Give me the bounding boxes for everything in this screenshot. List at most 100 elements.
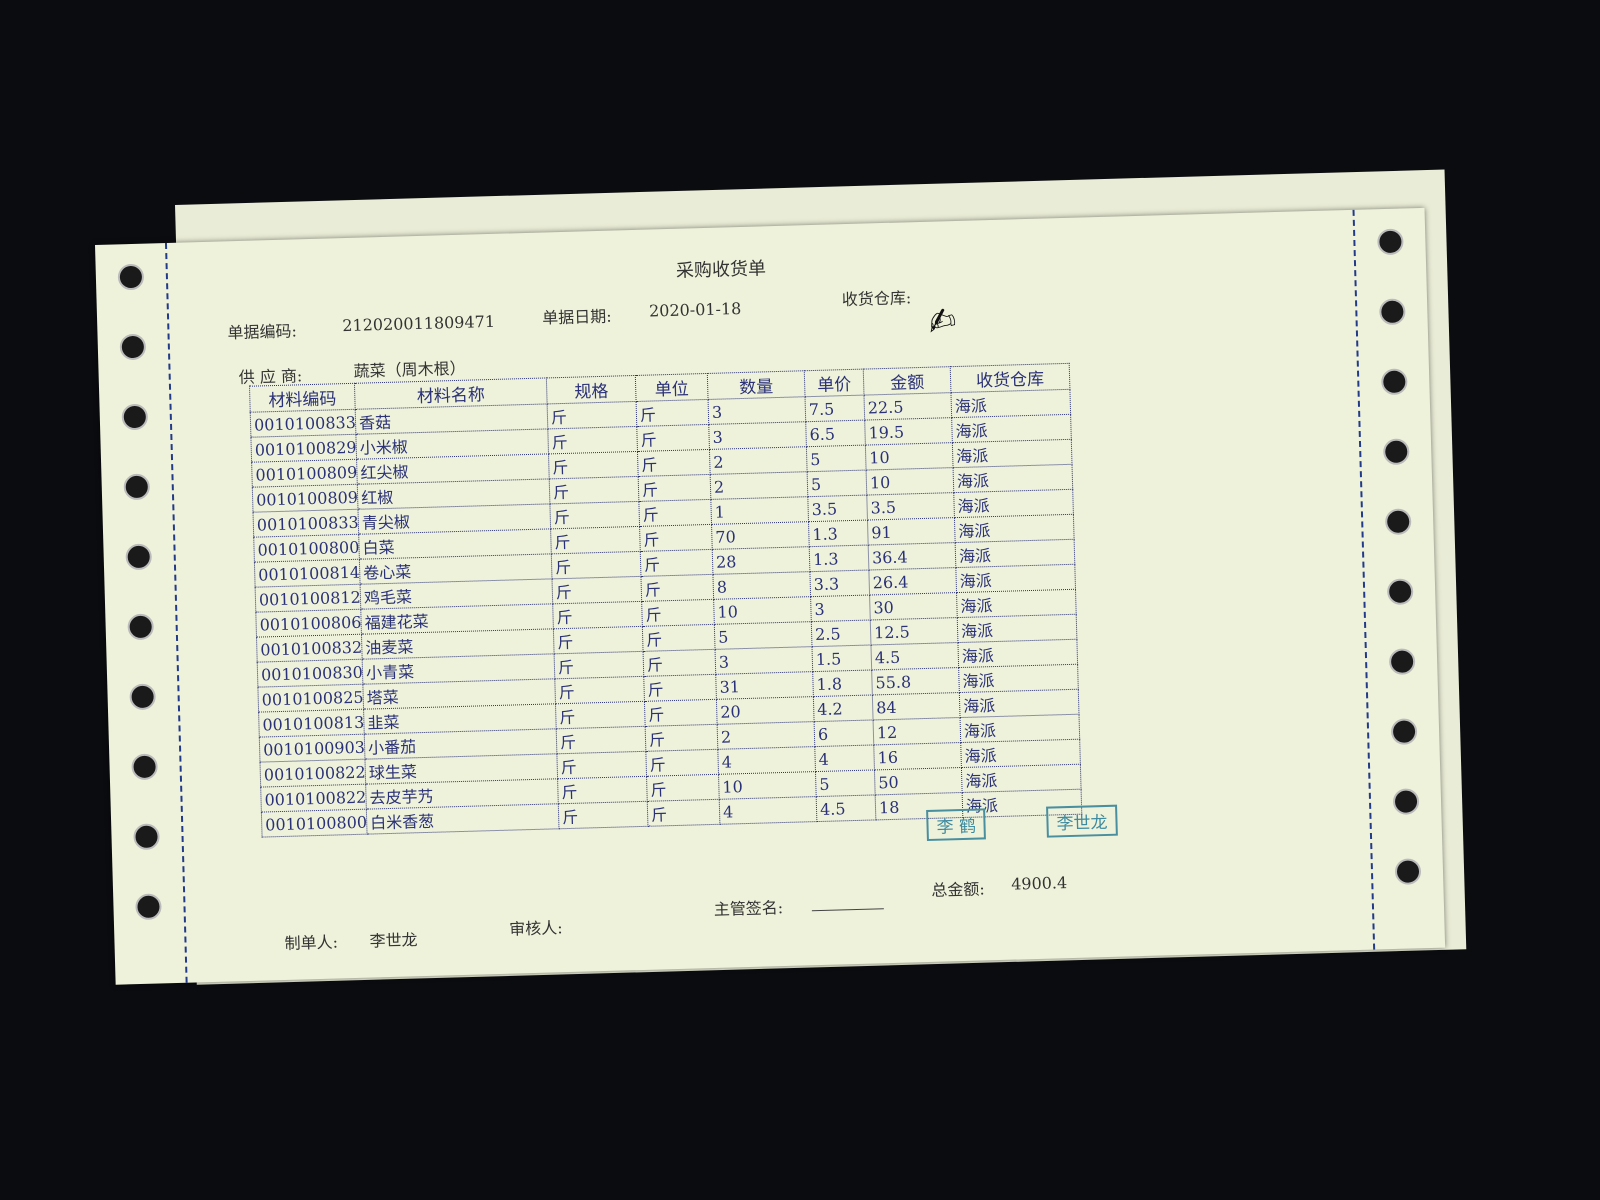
table-cell: 84 bbox=[872, 692, 961, 720]
table-cell: 0010100814 bbox=[254, 559, 361, 588]
table-cell: 55.8 bbox=[871, 667, 960, 695]
table-cell: 斤 bbox=[548, 451, 639, 479]
total-amount: 4900.4 bbox=[1010, 873, 1068, 894]
tractor-hole bbox=[1386, 578, 1414, 606]
table-cell: 3 bbox=[708, 421, 807, 450]
table-cell: 斤 bbox=[554, 676, 645, 704]
table-cell: 海派 bbox=[956, 589, 1077, 618]
table-cell: 0010100903 bbox=[259, 734, 365, 763]
table-cell: 斤 bbox=[636, 399, 709, 427]
table-cell: 1.3 bbox=[808, 520, 869, 547]
table-cell: 19.5 bbox=[864, 417, 953, 446]
table-cell: 海派 bbox=[958, 664, 1079, 693]
table-cell: 斤 bbox=[638, 499, 712, 527]
table-cell: 斤 bbox=[549, 501, 640, 529]
table-cell: 斤 bbox=[647, 799, 720, 827]
table-cell: 斤 bbox=[552, 576, 642, 604]
table-cell: 50 bbox=[874, 767, 963, 795]
table-cell: 4.2 bbox=[813, 694, 874, 722]
column-header: 单价 bbox=[804, 369, 864, 397]
table-cell: 斤 bbox=[639, 524, 713, 552]
table-cell: 海派 bbox=[950, 389, 1071, 418]
table-cell: 斤 bbox=[557, 776, 648, 804]
tractor-hole bbox=[123, 473, 151, 501]
table-cell: 2 bbox=[710, 471, 808, 500]
tractor-hole bbox=[117, 263, 145, 291]
tractor-hole bbox=[125, 543, 153, 571]
table-cell: 海派 bbox=[961, 764, 1082, 793]
table-cell: 4 bbox=[814, 744, 875, 772]
table-cell: 10 bbox=[713, 596, 812, 625]
table-cell: 1.5 bbox=[811, 644, 872, 672]
table-cell: 31 bbox=[715, 671, 814, 700]
table-cell: 3.5 bbox=[866, 492, 955, 521]
table-cell: 10 bbox=[865, 442, 954, 471]
column-header: 金额 bbox=[863, 366, 951, 396]
items-table: 材料编码 材料名称 规格 单位 数量 单价 金额 收货仓库 0010100833 香菇斤斤 3 7.… bbox=[249, 363, 1082, 838]
table-cell: 海派 bbox=[955, 539, 1075, 568]
doc-no: 212020011809471 bbox=[342, 311, 496, 336]
table-cell: 3.5 bbox=[807, 495, 868, 522]
table-cell: 0010100809 bbox=[252, 484, 358, 513]
table-cell: 斤 bbox=[642, 624, 716, 652]
table-cell: 斤 bbox=[550, 526, 641, 554]
table-cell: 5 bbox=[807, 470, 867, 497]
table-cell: 2 bbox=[709, 446, 808, 475]
table-cell: 海派 bbox=[957, 639, 1078, 668]
reviewer-label: 审核人: bbox=[509, 918, 563, 939]
table-cell: 斤 bbox=[554, 651, 644, 679]
maker: 李世龙 bbox=[369, 930, 418, 951]
total-label: 总金额: bbox=[931, 879, 985, 900]
table-cell: 8 bbox=[712, 571, 811, 600]
table-cell: 5 bbox=[815, 769, 876, 797]
table-cell: 7.5 bbox=[805, 395, 865, 422]
table-cell: 4 bbox=[717, 746, 816, 775]
table-cell: 26.4 bbox=[868, 567, 957, 596]
tractor-hole bbox=[127, 613, 155, 641]
table-cell: 5 bbox=[806, 445, 867, 472]
table-cell: 0010100806 bbox=[255, 609, 362, 638]
stamp-li-shilong: 李世龙 bbox=[1046, 804, 1118, 838]
table-cell: 0010100832 bbox=[256, 634, 363, 663]
table-cell: 3 bbox=[810, 595, 871, 622]
table-cell: 16 bbox=[873, 742, 962, 770]
column-header: 单位 bbox=[635, 373, 709, 402]
column-header: 收货仓库 bbox=[950, 363, 1070, 393]
table-cell: 海派 bbox=[960, 714, 1080, 743]
doc-no-label: 单据编码: bbox=[227, 321, 298, 343]
tractor-hole bbox=[129, 683, 156, 711]
supervisor-label: 主管签名: bbox=[713, 898, 784, 919]
table-cell: 斤 bbox=[643, 674, 717, 702]
supervisor-signature-line bbox=[811, 908, 884, 912]
table-cell: 10 bbox=[718, 771, 817, 800]
date-label: 单据日期: bbox=[541, 306, 612, 328]
tractor-hole bbox=[131, 753, 158, 781]
table-cell: 白米香葱 bbox=[366, 803, 559, 835]
table-cell: 斤 bbox=[551, 551, 641, 579]
table-cell: 斤 bbox=[636, 424, 710, 452]
table-cell: 1.8 bbox=[812, 669, 873, 697]
table-cell: 斤 bbox=[553, 626, 644, 654]
table-cell: 3.3 bbox=[809, 570, 870, 597]
table-cell: 6.5 bbox=[805, 420, 866, 447]
tractor-hole bbox=[1377, 228, 1404, 256]
table-cell: 0010100830 bbox=[257, 659, 363, 688]
warehouse-label: 收货仓库: bbox=[841, 288, 912, 310]
table-cell: 0010100825 bbox=[257, 684, 364, 713]
table-cell: 0010100829 bbox=[250, 434, 357, 463]
perforated-strip-left bbox=[95, 242, 188, 985]
table-cell: 斤 bbox=[547, 401, 637, 429]
table-cell: 0010100813 bbox=[258, 709, 365, 738]
table-cell: 6 bbox=[814, 719, 874, 747]
table-cell: 斤 bbox=[645, 749, 719, 777]
tractor-hole bbox=[1380, 368, 1408, 396]
table-cell: 2 bbox=[717, 721, 815, 750]
table-cell: 0010100822 bbox=[260, 759, 366, 788]
stamp-li-he: 李 鹤 bbox=[926, 808, 987, 842]
table-cell: 91 bbox=[867, 517, 956, 546]
table-cell: 海派 bbox=[953, 489, 1074, 518]
maker-label: 制单人: bbox=[284, 932, 339, 953]
table-cell: 4 bbox=[719, 796, 817, 825]
table-cell: 斤 bbox=[556, 751, 647, 779]
tractor-hole bbox=[121, 403, 149, 431]
